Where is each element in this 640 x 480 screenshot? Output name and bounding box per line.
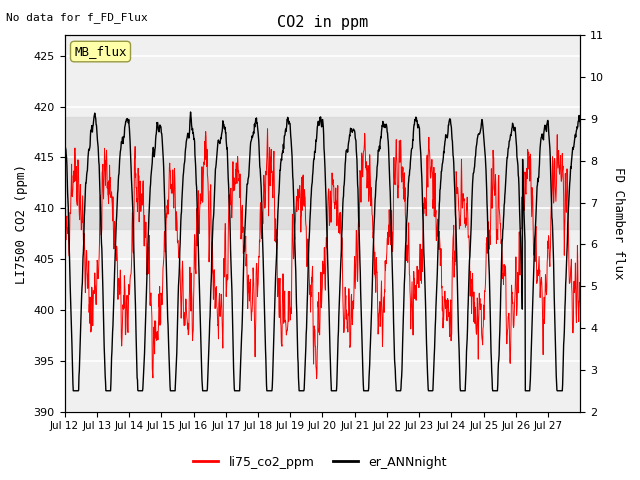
Text: No data for f_FD_Flux: No data for f_FD_Flux <box>6 12 148 23</box>
Y-axis label: FD Chamber flux: FD Chamber flux <box>612 167 625 280</box>
Title: CO2 in ppm: CO2 in ppm <box>277 15 368 30</box>
Y-axis label: LI7500 CO2 (ppm): LI7500 CO2 (ppm) <box>15 164 28 284</box>
Text: MB_flux: MB_flux <box>74 45 127 58</box>
Legend: li75_co2_ppm, er_ANNnight: li75_co2_ppm, er_ANNnight <box>188 451 452 474</box>
Bar <box>65 117 580 228</box>
